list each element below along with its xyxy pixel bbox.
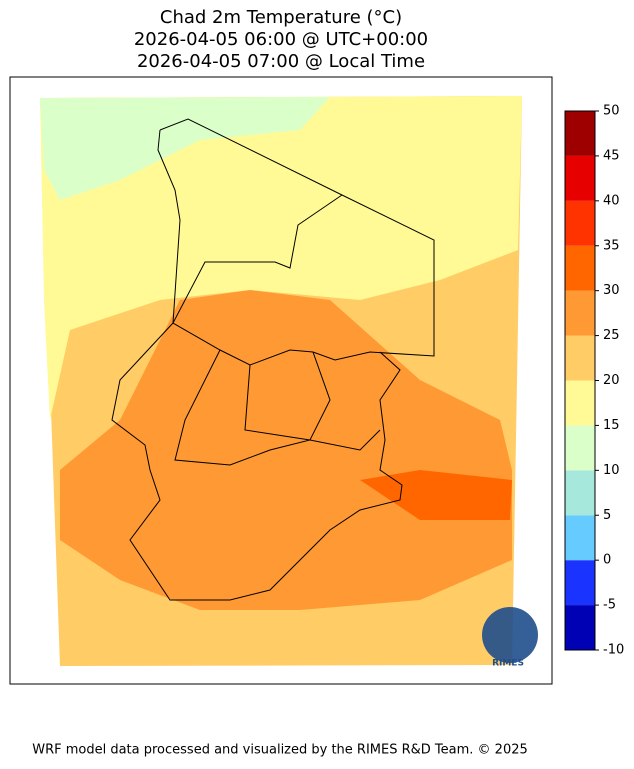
field-hot — [60, 290, 512, 610]
admin-border — [174, 349, 331, 466]
colorbar-segment — [565, 605, 595, 650]
footer: WRF model data processed and visualized … — [32, 743, 528, 758]
field-mild — [40, 97, 330, 200]
country-border — [159, 118, 435, 366]
colorbar-tick-label: 20 — [603, 373, 620, 388]
field-warm — [40, 96, 522, 420]
admin-border — [244, 364, 381, 451]
colorbar-segment — [565, 200, 595, 246]
colorbar-segment — [565, 111, 595, 156]
colorbar-tick-label: -10 — [603, 643, 624, 658]
colorbar-segment — [565, 290, 595, 336]
colorbar-tick-label: 25 — [603, 328, 620, 343]
colorbar-segment — [565, 470, 595, 516]
title-line: 2026-04-05 06:00 @ UTC+00:00 — [134, 29, 428, 50]
title-line: Chad 2m Temperature (°C) — [160, 7, 402, 28]
colorbar-segment — [565, 560, 595, 606]
colorbar-tick-label: 10 — [603, 463, 620, 478]
map: RIMES — [9, 76, 553, 685]
country-border — [111, 129, 403, 601]
colorbar-tick-label: 0 — [603, 553, 611, 568]
logo — [482, 607, 538, 663]
logo-text: RIMES — [492, 659, 524, 669]
colorbar-tick-label: 35 — [603, 238, 620, 253]
colorbar-tick-label: 30 — [603, 283, 620, 298]
colorbar-segment — [565, 380, 595, 426]
colorbar-tick-label: 50 — [603, 104, 620, 119]
title-line: 2026-04-05 07:00 @ Local Time — [137, 51, 425, 72]
colorbar-tick-label: -5 — [603, 598, 616, 613]
colorbar-tick-label: 15 — [603, 418, 620, 433]
colorbar-segment — [565, 155, 595, 201]
colorbar-segment — [565, 245, 595, 291]
colorbar-tick-label: 5 — [603, 508, 611, 523]
colorbar-segment — [565, 515, 595, 561]
colorbar-tick-label: 45 — [603, 148, 620, 163]
colorbar-segment — [565, 425, 595, 471]
colorbar-tick-label: 40 — [603, 193, 620, 208]
colorbar: -10 -5 0 5 10 15 20 25 30 35 40 45 50 — [564, 104, 624, 658]
colorbar-segment — [565, 335, 595, 381]
